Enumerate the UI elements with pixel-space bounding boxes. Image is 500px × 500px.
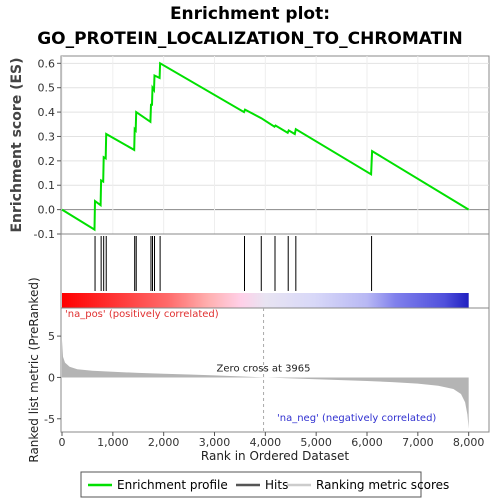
es-tick-label: 0.2 bbox=[38, 155, 56, 168]
x-tick-label: 3,000 bbox=[199, 436, 231, 449]
es-tick-label: 0.4 bbox=[38, 106, 56, 119]
es-tick-label: 0.5 bbox=[38, 82, 56, 95]
es-tick-label: -0.1 bbox=[34, 228, 55, 241]
x-tick-label: 6,000 bbox=[351, 436, 383, 449]
x-tick-label: 7,000 bbox=[402, 436, 434, 449]
es-axis-label: Enrichment score (ES) bbox=[9, 57, 25, 232]
es-tick-label: 0.0 bbox=[38, 204, 56, 217]
zero-cross-label: Zero cross at 3965 bbox=[217, 363, 311, 374]
x-tick-label: 8,000 bbox=[453, 436, 485, 449]
es-tick-label: 0.3 bbox=[38, 130, 56, 143]
x-axis-label: Rank in Ordered Dataset bbox=[201, 449, 349, 463]
positive-correlation-label: 'na_pos' (positively correlated) bbox=[65, 309, 219, 320]
legend-enrichment-label: Enrichment profile bbox=[117, 478, 228, 492]
x-tick-label: 4,000 bbox=[250, 436, 282, 449]
metric-panel-frame bbox=[60, 307, 490, 433]
legend-metric-label: Ranking metric scores bbox=[316, 478, 449, 492]
x-tick-label: 5,000 bbox=[300, 436, 332, 449]
x-tick-label: 0 bbox=[59, 436, 66, 449]
es-tick-label: 0.1 bbox=[38, 179, 56, 192]
title-line-1: Enrichment plot: bbox=[170, 4, 330, 24]
metric-axis-label: Ranked list metric (PreRanked) bbox=[27, 277, 41, 462]
metric-tick-label: 5 bbox=[48, 330, 55, 343]
legend-hits-label: Hits bbox=[265, 478, 288, 492]
metric-tick-label: 0 bbox=[48, 371, 55, 384]
es-tick-label: 0.6 bbox=[38, 57, 56, 70]
metric-tick-label: -5 bbox=[44, 413, 55, 426]
x-tick-label: 1,000 bbox=[97, 436, 129, 449]
enrichment-profile-line bbox=[61, 61, 470, 232]
negative-correlation-label: 'na_neg' (negatively correlated) bbox=[277, 413, 436, 424]
title-line-2: GO_PROTEIN_LOCALIZATION_TO_CHROMATIN bbox=[37, 29, 463, 49]
x-tick-label: 2,000 bbox=[148, 436, 180, 449]
rank-colour-bar bbox=[62, 293, 469, 308]
